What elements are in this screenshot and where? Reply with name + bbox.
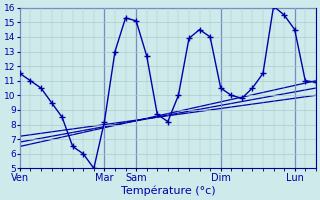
X-axis label: Température (°c): Température (°c) (121, 185, 215, 196)
